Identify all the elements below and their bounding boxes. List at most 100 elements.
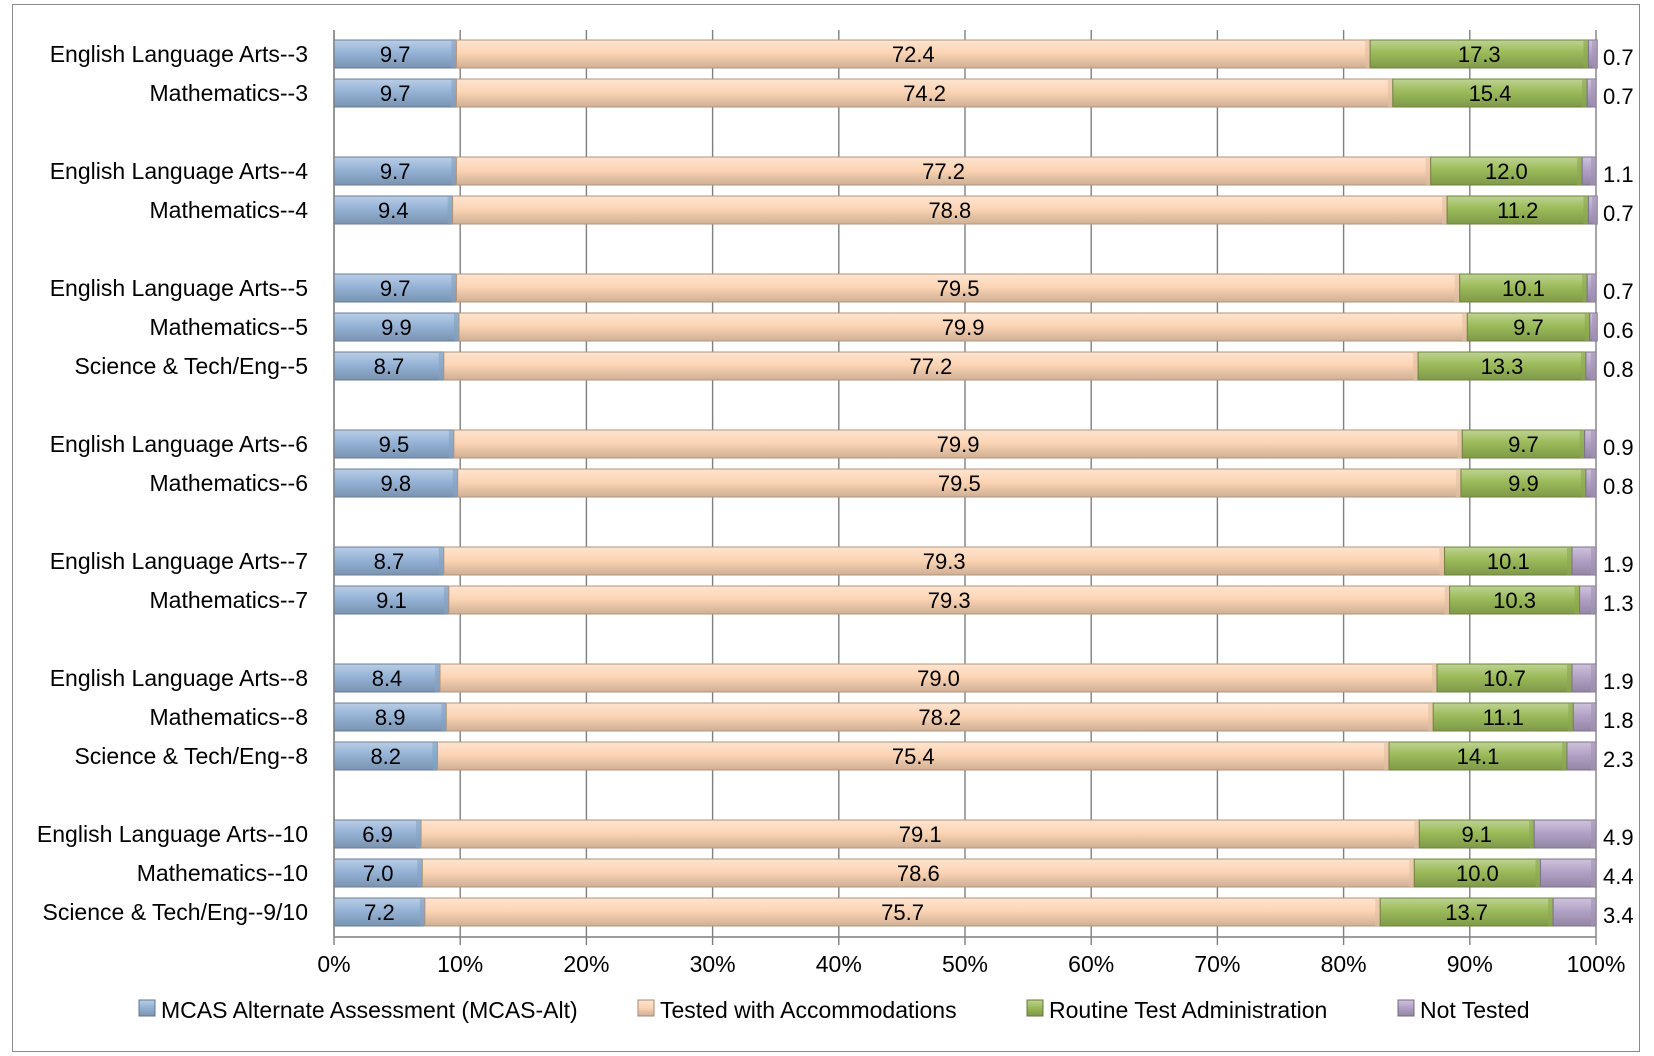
data-label: 78.8 xyxy=(928,198,971,223)
bar-bevel xyxy=(1529,820,1535,848)
bar-segment xyxy=(333,468,459,498)
data-label: 13.3 xyxy=(1481,354,1524,379)
bar-segment xyxy=(1430,156,1583,186)
bar-bevel xyxy=(1582,79,1588,107)
data-label: 8.7 xyxy=(374,549,405,574)
data-label: 74.2 xyxy=(903,81,946,106)
category-label: Mathematics--4 xyxy=(150,197,309,223)
data-label: 8.2 xyxy=(370,744,401,769)
data-label: 1.3 xyxy=(1603,591,1634,616)
bar-bevel xyxy=(1592,313,1598,341)
bar-bevel xyxy=(451,157,457,185)
bar-bevel xyxy=(1455,469,1461,497)
bar-bevel xyxy=(1567,664,1573,692)
data-label: 9.5 xyxy=(379,432,410,457)
bar-segment xyxy=(443,351,1419,381)
data-label: 79.0 xyxy=(917,666,960,691)
category-label: Science & Tech/Eng--5 xyxy=(74,353,308,379)
bar-segment xyxy=(452,195,1448,225)
bar-bevel xyxy=(1591,742,1596,770)
x-tick-label: 0% xyxy=(317,951,350,977)
bar-bevel xyxy=(1428,703,1434,731)
bar-segment xyxy=(439,663,1438,693)
bar-bevel xyxy=(1583,40,1589,68)
data-label: 78.2 xyxy=(918,705,961,730)
bar-bevel xyxy=(1580,352,1586,380)
data-label: 17.3 xyxy=(1458,42,1501,67)
bar-segment xyxy=(1388,741,1568,771)
category-label: English Language Arts--10 xyxy=(37,821,308,847)
bar-bevel xyxy=(438,352,444,380)
bar-segment xyxy=(333,273,457,303)
bar-segment xyxy=(455,273,1461,303)
bar-segment xyxy=(333,897,426,927)
data-label: 1.8 xyxy=(1603,708,1634,733)
bar-bevel xyxy=(1591,430,1596,458)
bar-segment xyxy=(1418,819,1535,849)
bar-segment xyxy=(455,156,1432,186)
category-label: English Language Arts--7 xyxy=(50,548,308,574)
category-label: Mathematics--3 xyxy=(150,80,308,106)
legend-label: MCAS Alternate Assessment (MCAS-Alt) xyxy=(161,997,578,1023)
data-label: 77.2 xyxy=(922,159,965,184)
bar-bevel xyxy=(1591,547,1596,575)
bar-bevel xyxy=(1462,313,1468,341)
x-tick-label: 70% xyxy=(1194,951,1240,977)
data-label: 7.2 xyxy=(364,900,395,925)
legend-label: Not Tested xyxy=(1420,997,1530,1023)
bar-segment xyxy=(1533,819,1597,849)
bar-segment xyxy=(1449,585,1581,615)
bar-segment xyxy=(333,819,422,849)
data-label: 9.8 xyxy=(381,471,412,496)
bar-bevel xyxy=(432,742,438,770)
bar-bevel xyxy=(1591,859,1596,887)
bar-bevel xyxy=(1583,196,1589,224)
data-label: 10.0 xyxy=(1456,861,1499,886)
bar-bevel xyxy=(453,313,459,341)
data-label: 15.4 xyxy=(1469,81,1512,106)
bar-segment xyxy=(1466,312,1591,342)
legend-label: Routine Test Administration xyxy=(1049,997,1327,1023)
data-label: 79.5 xyxy=(937,276,980,301)
data-label: 12.0 xyxy=(1485,159,1528,184)
category-label: Mathematics--8 xyxy=(150,704,308,730)
data-label: 9.1 xyxy=(376,588,407,613)
bar-segment xyxy=(333,312,460,342)
data-label: 9.7 xyxy=(380,81,411,106)
data-label: 0.8 xyxy=(1603,474,1634,499)
data-label: 0.6 xyxy=(1603,318,1634,343)
bar-segment xyxy=(333,39,457,69)
bar-segment xyxy=(333,78,457,108)
data-label: 79.3 xyxy=(923,549,966,574)
x-tick-label: 20% xyxy=(563,951,609,977)
bar-bevel xyxy=(1548,898,1554,926)
data-label: 72.4 xyxy=(892,42,935,67)
bar-bevel xyxy=(441,703,447,731)
data-label: 0.7 xyxy=(1603,201,1634,226)
bar-bevel xyxy=(417,859,423,887)
data-label: 79.9 xyxy=(937,432,980,457)
bar-segment xyxy=(1369,39,1589,69)
x-tick-label: 60% xyxy=(1068,951,1114,977)
bar-bevel xyxy=(435,664,441,692)
data-label: 8.9 xyxy=(375,705,406,730)
data-label: 9.4 xyxy=(378,198,409,223)
data-label: 9.1 xyxy=(1461,822,1492,847)
data-label: 11.2 xyxy=(1497,198,1538,223)
bar-segment xyxy=(445,702,1434,732)
bar-bevel xyxy=(1409,859,1415,887)
data-label: 75.7 xyxy=(881,900,924,925)
data-label: 0.9 xyxy=(1603,435,1634,460)
data-label: 3.4 xyxy=(1603,903,1634,928)
x-tick-label: 90% xyxy=(1447,951,1493,977)
x-tick-label: 50% xyxy=(942,951,988,977)
data-label: 2.3 xyxy=(1603,747,1634,772)
data-label: 7.0 xyxy=(363,861,394,886)
bar-bevel xyxy=(1591,352,1596,380)
legend-swatch xyxy=(637,999,655,1017)
bar-bevel xyxy=(1591,157,1596,185)
bar-segment xyxy=(448,585,1451,615)
data-label: 10.1 xyxy=(1487,549,1530,574)
bar-segment xyxy=(455,39,1371,69)
bar-bevel xyxy=(451,274,457,302)
